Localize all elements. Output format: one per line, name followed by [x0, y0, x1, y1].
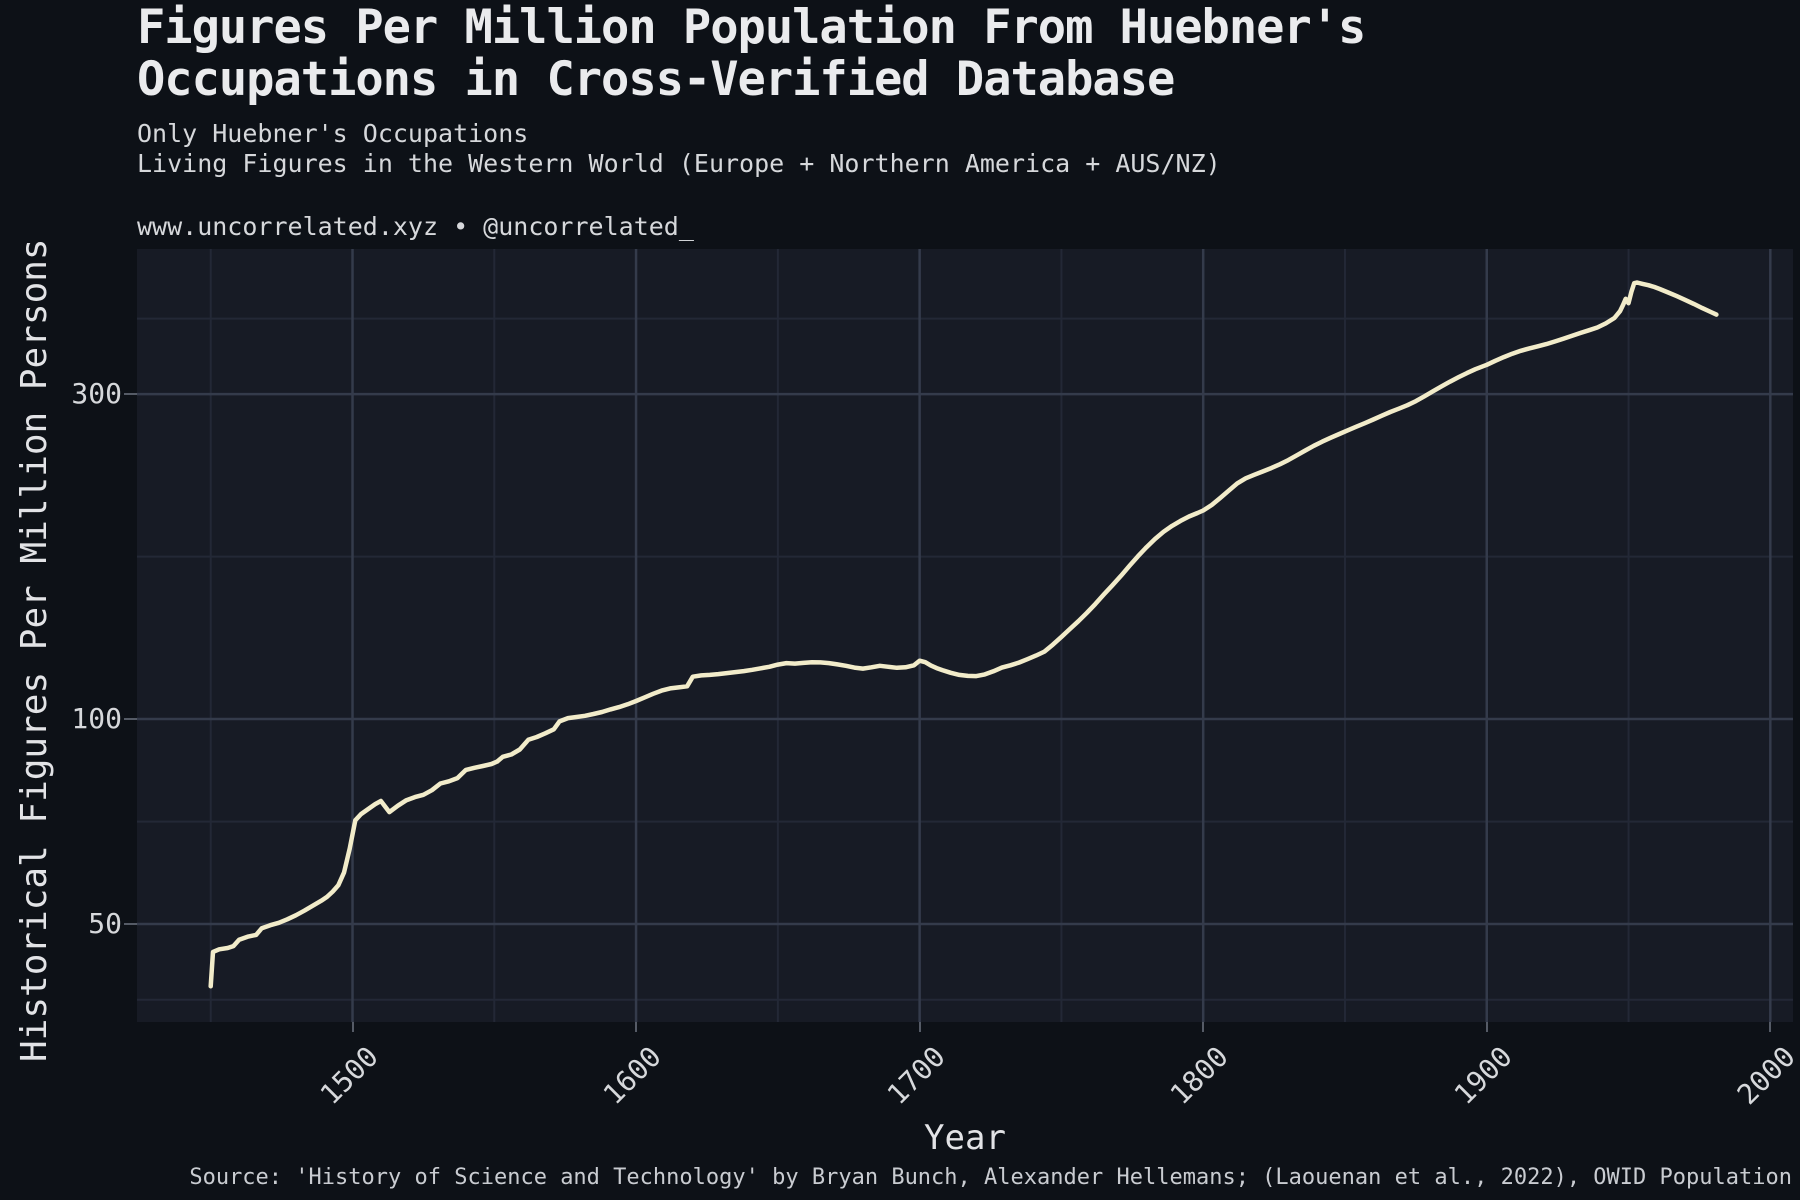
line-chart-svg: [137, 249, 1793, 1022]
x-tick-label: 1500: [313, 1040, 385, 1112]
y-tick-mark: [124, 923, 137, 925]
x-tick-label: 1600: [596, 1040, 668, 1112]
chart-subtitle: Only Huebner's Occupations Living Figure…: [137, 119, 1221, 179]
x-axis-title: Year: [924, 1118, 1006, 1158]
y-tick-label: 300: [71, 377, 122, 410]
y-axis-title: Historical Figures Per Million Persons: [14, 238, 55, 1062]
x-tick-label: 1900: [1447, 1040, 1519, 1112]
x-tick-mark: [919, 1022, 921, 1032]
chart-title-line1: Figures Per Million Population From Hueb…: [137, 0, 1366, 55]
y-tick-mark: [124, 393, 137, 395]
chart-subtitle-line2: Living Figures in the Western World (Eur…: [137, 149, 1221, 178]
plot-area: [137, 249, 1793, 1022]
x-tick-mark: [635, 1022, 637, 1032]
y-tick-mark: [124, 718, 137, 720]
chart-subtitle-line1: Only Huebner's Occupations: [137, 119, 529, 148]
x-tick-mark: [1202, 1022, 1204, 1032]
x-tick-label: 1700: [880, 1040, 952, 1112]
y-tick-label: 100: [71, 702, 122, 735]
x-tick-label: 1800: [1163, 1040, 1235, 1112]
data-line: [208, 280, 1719, 989]
source-note: Source: 'History of Science and Technolo…: [189, 1165, 1792, 1190]
x-tick-label: 2000: [1730, 1040, 1800, 1112]
x-tick-mark: [1486, 1022, 1488, 1032]
x-tick-mark: [1769, 1022, 1771, 1032]
y-tick-label: 50: [88, 907, 122, 940]
chart-title-line2: Occupations in Cross-Verified Database: [137, 52, 1175, 107]
x-tick-mark: [352, 1022, 354, 1032]
chart-title: Figures Per Million Population From Hueb…: [137, 0, 1366, 107]
attribution-line: www.uncorrelated.xyz • @uncorrelated_: [137, 212, 694, 241]
